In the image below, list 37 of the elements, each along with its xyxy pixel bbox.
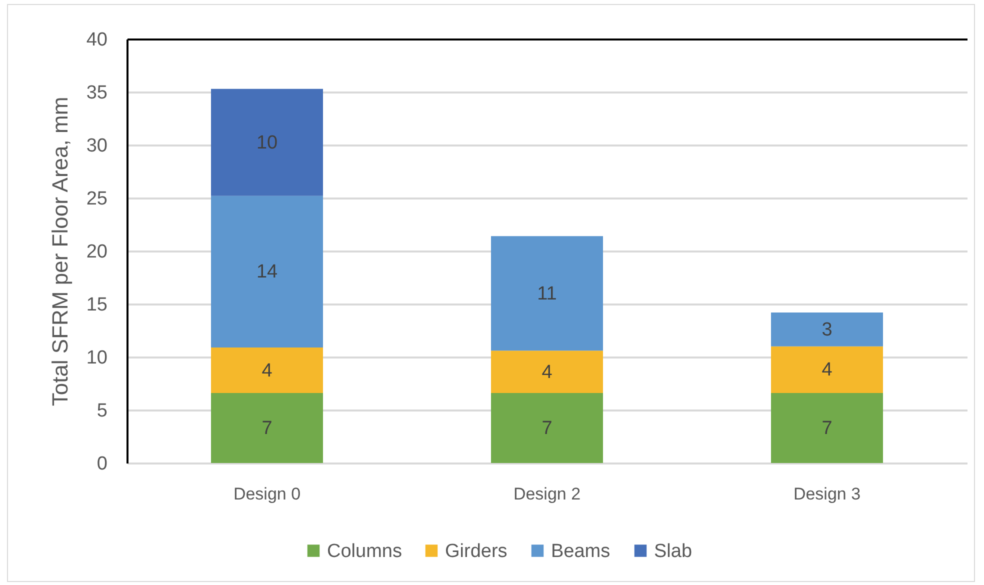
y-axis-title: Total SFRM per Floor Area, mm	[47, 96, 72, 406]
data-label: 11	[537, 283, 557, 304]
bar	[211, 393, 323, 463]
legend-label: Columns	[327, 540, 402, 562]
data-label: 4	[542, 362, 553, 383]
y-tick-label: 40	[86, 30, 108, 50]
bar	[491, 393, 603, 463]
legend-label: Slab	[654, 540, 692, 562]
bar	[491, 350, 603, 394]
y-tick-label: 10	[86, 348, 108, 368]
y-tick-label: 20	[86, 242, 108, 262]
y-tick-label: 15	[86, 294, 108, 316]
bar	[771, 312, 883, 346]
bar	[211, 88, 323, 196]
legend-label: Beams	[551, 540, 610, 562]
x-tick-label: Design 2	[513, 484, 581, 504]
y-tick-label: 0	[96, 454, 108, 474]
data-label: 4	[822, 360, 833, 381]
data-label: 14	[256, 262, 278, 283]
bar	[211, 347, 323, 394]
data-label: 7	[542, 418, 552, 440]
x-tick-label: Design 3	[793, 484, 861, 504]
bar	[491, 236, 603, 351]
bar	[771, 346, 883, 394]
bar	[771, 393, 883, 463]
data-label: 10	[256, 132, 278, 154]
data-label: 4	[262, 360, 273, 382]
data-label: 7	[262, 418, 272, 440]
data-label: 7	[822, 418, 832, 440]
y-tick-label: 25	[86, 188, 108, 210]
y-tick-label: 5	[96, 400, 108, 422]
x-tick-label: Design 0	[233, 484, 301, 504]
legend-label: Girders	[445, 540, 508, 562]
bar	[211, 196, 323, 348]
data-label: 3	[822, 319, 832, 340]
y-tick-label: 35	[86, 82, 108, 104]
y-tick-label: 30	[86, 136, 108, 156]
